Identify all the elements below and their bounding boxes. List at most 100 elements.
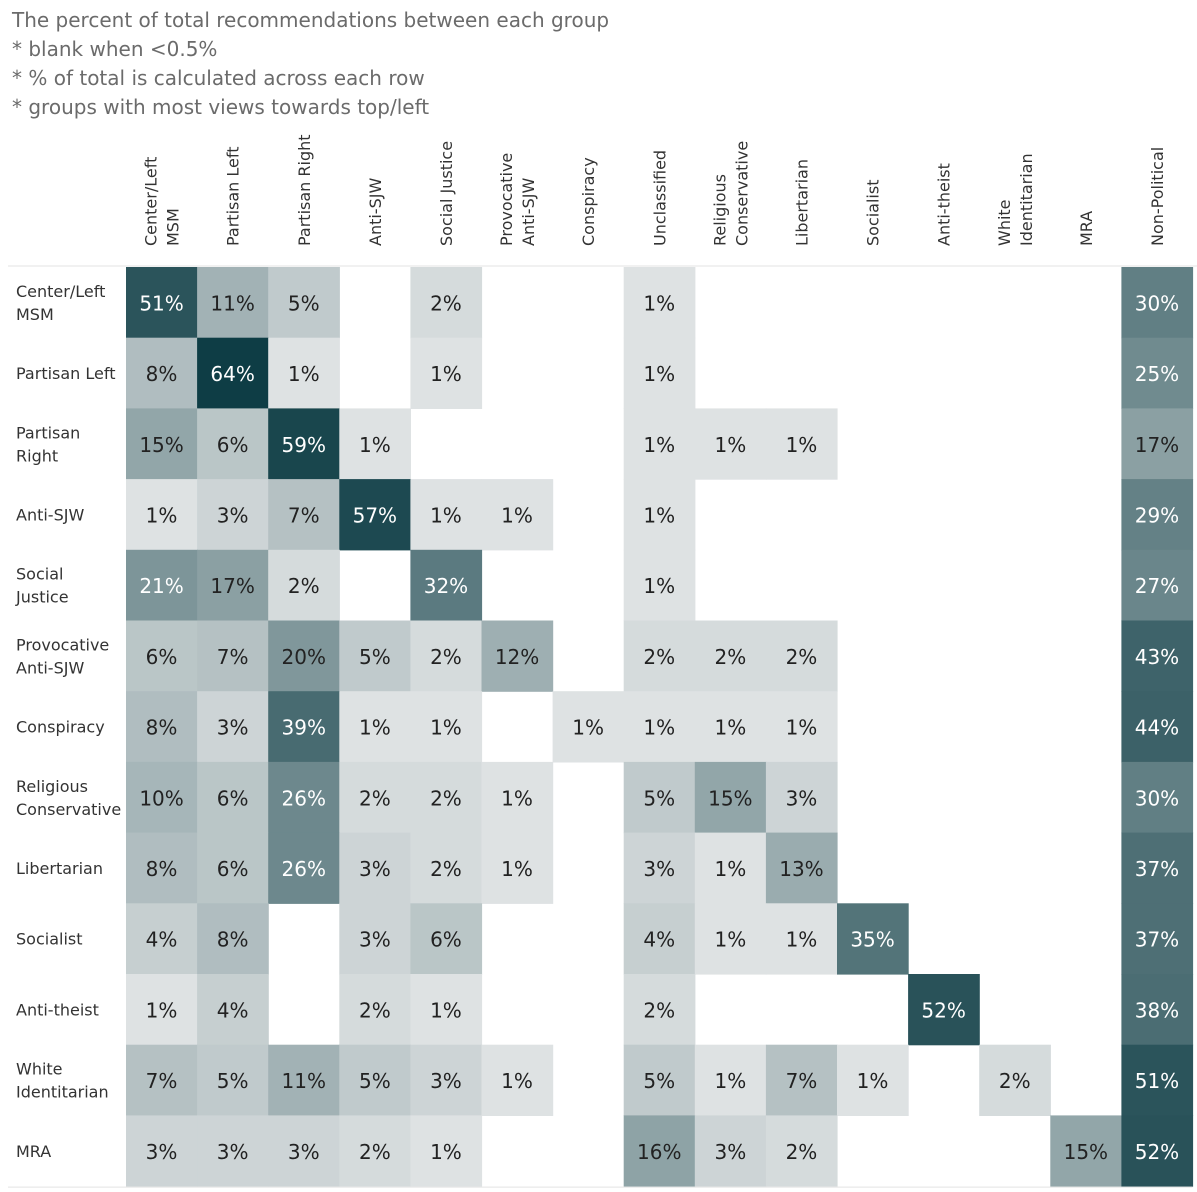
heatmap-cell bbox=[197, 267, 269, 339]
cell-value: 2% bbox=[430, 291, 462, 315]
heatmap-cell bbox=[1121, 974, 1194, 1046]
row-label: Anti-theist bbox=[16, 1000, 99, 1019]
heatmap-cell bbox=[410, 691, 483, 763]
cell-value: 2% bbox=[786, 1140, 818, 1164]
cell-value: 35% bbox=[850, 928, 894, 952]
cell-value: 15% bbox=[708, 786, 752, 810]
cell-value: 1% bbox=[714, 857, 746, 881]
cell-value: 52% bbox=[1135, 1140, 1179, 1164]
cell-value: 26% bbox=[282, 786, 326, 810]
column-label-text: Center/Left bbox=[142, 157, 161, 246]
heatmap-cell bbox=[268, 337, 340, 409]
cell-value: 1% bbox=[501, 786, 533, 810]
cell-value: 7% bbox=[217, 645, 249, 669]
column-label-text: Libertarian bbox=[792, 159, 811, 246]
heatmap-cell bbox=[979, 1044, 1051, 1116]
row-label: Provocative bbox=[16, 635, 109, 654]
heatmap-cell bbox=[126, 1115, 198, 1187]
heatmap-cell bbox=[908, 974, 980, 1046]
cell-value: 1% bbox=[430, 362, 462, 386]
heatmap-cell bbox=[410, 549, 483, 622]
heatmap-cell bbox=[623, 974, 696, 1046]
cell-value: 6% bbox=[430, 928, 462, 952]
cell-value: 6% bbox=[146, 645, 178, 669]
heatmap-cell bbox=[1121, 549, 1194, 622]
heatmap-cell bbox=[410, 903, 483, 975]
column-label-text: Anti-SJW bbox=[519, 178, 538, 246]
heatmap-cell bbox=[268, 1044, 340, 1116]
heatmap-cell bbox=[268, 832, 340, 904]
heatmap-cell bbox=[694, 832, 767, 904]
cell-value: 1% bbox=[501, 857, 533, 881]
row-label: Conspiracy bbox=[16, 718, 105, 737]
heatmap-cell bbox=[126, 1044, 198, 1116]
heatmap-cell bbox=[1121, 1044, 1194, 1116]
chart-notes: The percent of total recommendations bet… bbox=[12, 6, 609, 122]
heatmap-cell bbox=[1121, 903, 1194, 975]
heatmap-cell bbox=[765, 1044, 838, 1116]
heatmap-cell bbox=[623, 761, 696, 834]
row-label: Identitarian bbox=[16, 1083, 109, 1102]
cell-value: 1% bbox=[643, 433, 675, 457]
cell-value: 32% bbox=[424, 574, 468, 598]
cell-value: 15% bbox=[139, 433, 183, 457]
cell-value: 2% bbox=[359, 786, 391, 810]
heatmap-cell bbox=[694, 903, 767, 975]
column-label: Partisan Right bbox=[295, 134, 314, 246]
cell-value: 3% bbox=[217, 716, 249, 740]
heatmap-cell bbox=[765, 691, 838, 763]
cell-value: 30% bbox=[1135, 291, 1179, 315]
column-label-text: Anti-theist bbox=[935, 163, 954, 246]
column-label: Socialist bbox=[864, 180, 883, 247]
column-label-text: MSM bbox=[164, 208, 183, 246]
cell-value: 1% bbox=[643, 291, 675, 315]
heatmap-cell bbox=[1121, 691, 1194, 763]
cell-value: 27% bbox=[1135, 574, 1179, 598]
cell-value: 2% bbox=[643, 998, 675, 1022]
heatmap-cell bbox=[481, 1044, 554, 1116]
heatmap-cell bbox=[623, 1044, 696, 1116]
cell-value: 2% bbox=[430, 786, 462, 810]
cell-value: 8% bbox=[146, 716, 178, 740]
cell-value: 3% bbox=[217, 1140, 249, 1164]
cell-value: 29% bbox=[1135, 503, 1179, 527]
heatmap-cell bbox=[268, 549, 340, 622]
cell-value: 1% bbox=[786, 433, 818, 457]
heatmap-cell bbox=[623, 549, 696, 622]
heatmap-cell bbox=[268, 267, 340, 339]
cell-value: 1% bbox=[359, 716, 391, 740]
heatmap-cell bbox=[197, 1044, 269, 1116]
heatmap-cell bbox=[410, 337, 483, 409]
cell-value: 1% bbox=[643, 574, 675, 598]
cell-value: 2% bbox=[786, 645, 818, 669]
column-label-text: Unclassified bbox=[650, 150, 669, 246]
cell-value: 1% bbox=[430, 1140, 462, 1164]
heatmap-cell bbox=[268, 479, 340, 551]
cell-value: 51% bbox=[139, 291, 183, 315]
heatmap-cell bbox=[126, 691, 198, 763]
cell-value: 1% bbox=[288, 362, 320, 386]
cell-value: 3% bbox=[643, 857, 675, 881]
cell-value: 2% bbox=[643, 645, 675, 669]
cell-value: 2% bbox=[714, 645, 746, 669]
heatmap-cell bbox=[126, 337, 198, 409]
heatmap-cell bbox=[339, 761, 411, 834]
column-label-text: Non-Political bbox=[1148, 147, 1167, 246]
cell-value: 30% bbox=[1135, 786, 1179, 810]
cell-value: 5% bbox=[359, 645, 391, 669]
heatmap-cell bbox=[694, 408, 767, 480]
cell-value: 1% bbox=[714, 433, 746, 457]
heatmap-cell bbox=[126, 974, 198, 1046]
heatmap-cell bbox=[410, 479, 483, 551]
cell-value: 8% bbox=[146, 362, 178, 386]
heatmap-cell bbox=[623, 903, 696, 975]
row-label: MRA bbox=[16, 1142, 51, 1161]
cell-value: 8% bbox=[217, 928, 249, 952]
column-label: Provocative Anti-SJW bbox=[497, 153, 538, 246]
row-label: Justice bbox=[15, 588, 69, 607]
column-label: Non-Political bbox=[1148, 147, 1167, 246]
cell-value: 38% bbox=[1135, 998, 1179, 1022]
column-label: Partisan Left bbox=[224, 147, 243, 247]
heatmap-cell bbox=[623, 620, 696, 692]
cell-value: 25% bbox=[1135, 362, 1179, 386]
